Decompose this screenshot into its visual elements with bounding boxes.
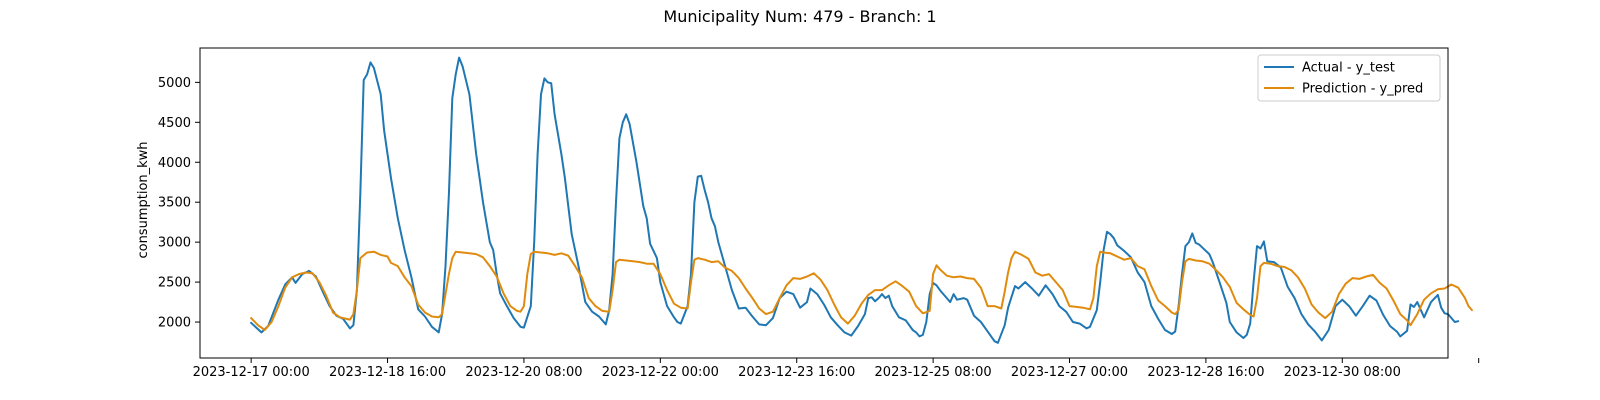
chart-title: Municipality Num: 479 - Branch: 1 [663,7,936,26]
y-axis-label: consumption_kwh [136,141,151,258]
x-tick-label: 2023-12-25 08:00 [875,365,992,380]
x-tick-label: 2023-12-22 00:00 [602,365,719,380]
y-tick-label: 4000 [158,156,191,171]
y-tick-label: 5000 [158,76,191,91]
x-tick-label: 2023-12-23 16:00 [738,365,855,380]
legend: Actual - y_test Prediction - y_pred [1257,54,1441,102]
series-line-prediction [250,250,1473,331]
x-tick-label: 2023-12-27 00:00 [1011,365,1128,380]
y-tick-label: 3000 [158,236,191,251]
y-tick-label: 2000 [158,316,191,331]
y-tick-label: 4500 [158,116,191,131]
x-tick-label: 2023-12-17 00:00 [193,365,310,380]
plot-area [250,56,1473,344]
plot-frame [199,47,1449,359]
x-tick-label: 2023-12-20 08:00 [465,365,582,380]
x-tick-label: 2023-12-28 16:00 [1147,365,1264,380]
legend-label-prediction: Prediction - y_pred [1302,82,1423,97]
y-tick-label: 3500 [158,196,191,211]
x-tick-label: 2023-12-30 08:00 [1284,365,1401,380]
legend-label-actual: Actual - y_test [1302,61,1395,76]
legend-box [1257,54,1441,102]
x-tick-label: 2023-12-18 16:00 [329,365,446,380]
series-line-actual [250,56,1460,344]
y-tick-label: 2500 [158,276,191,291]
axes: 2000 2500 3000 3500 4000 4500 5000 2023-12-17 0… [158,76,1480,380]
